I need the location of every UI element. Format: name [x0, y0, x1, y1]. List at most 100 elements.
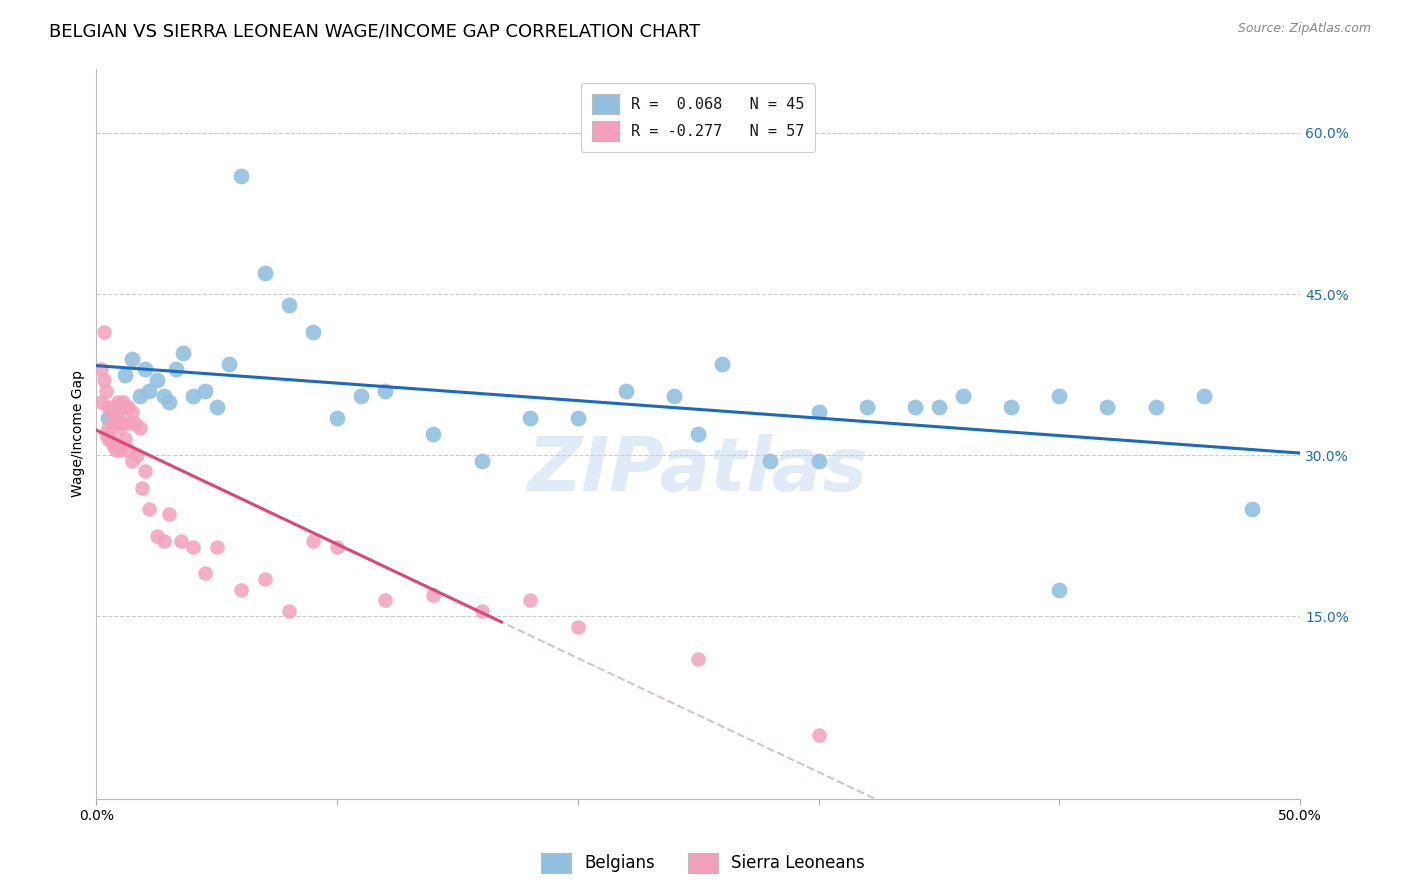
Point [688, 652, 710, 666]
Point [120, 416, 142, 430]
Point [229, 582, 252, 597]
Point [134, 464, 156, 478]
Text: BELGIAN VS SIERRA LEONEAN WAGE/INCOME GAP CORRELATION CHART: BELGIAN VS SIERRA LEONEAN WAGE/INCOME GA… [49, 22, 700, 40]
Point [114, 368, 136, 382]
Point [114, 400, 136, 414]
Point [165, 362, 187, 376]
Point [90, 362, 112, 376]
Point [100, 405, 122, 419]
Point [422, 588, 444, 602]
Point [229, 169, 252, 183]
Point [97, 400, 120, 414]
Point [152, 534, 174, 549]
Point [117, 442, 139, 457]
Point [1000, 400, 1022, 414]
Point [90, 394, 112, 409]
Point [107, 410, 129, 425]
Point [253, 266, 276, 280]
Text: ZIPatlas: ZIPatlas [529, 434, 869, 507]
Point [157, 394, 180, 409]
Point [952, 389, 974, 403]
Point [904, 400, 927, 414]
Point [567, 620, 589, 634]
Text: Source: ZipAtlas.com: Source: ZipAtlas.com [1237, 22, 1371, 36]
Point [128, 421, 150, 435]
Point [614, 384, 637, 398]
Point [134, 362, 156, 376]
Point [103, 400, 125, 414]
Point [374, 593, 396, 607]
Point [172, 346, 194, 360]
Legend: Belgians, Sierra Leoneans: Belgians, Sierra Leoneans [534, 847, 872, 880]
Point [278, 604, 301, 618]
Point [205, 400, 228, 414]
Point [519, 410, 541, 425]
Point [104, 442, 127, 457]
Point [157, 508, 180, 522]
Point [93, 373, 115, 387]
Legend: R =  0.068   N = 45, R = -0.277   N = 57: R = 0.068 N = 45, R = -0.277 N = 57 [581, 84, 815, 152]
Point [100, 432, 122, 446]
Point [181, 540, 204, 554]
Point [121, 453, 143, 467]
Point [152, 389, 174, 403]
Point [470, 453, 492, 467]
Point [117, 400, 139, 414]
Point [422, 426, 444, 441]
Point [128, 389, 150, 403]
Point [97, 421, 120, 435]
Point [145, 373, 167, 387]
Point [519, 593, 541, 607]
Point [1047, 389, 1070, 403]
Point [302, 325, 325, 339]
Point [205, 540, 228, 554]
Point [1144, 400, 1167, 414]
Point [807, 405, 830, 419]
Point [138, 384, 160, 398]
Point [194, 384, 217, 398]
Point [111, 416, 134, 430]
Point [218, 357, 240, 371]
Point [94, 426, 117, 441]
Point [302, 534, 325, 549]
Point [1047, 582, 1070, 597]
Point [107, 394, 129, 409]
Point [110, 421, 132, 435]
Point [110, 442, 132, 457]
Point [326, 410, 349, 425]
Point [114, 432, 136, 446]
Point [131, 481, 153, 495]
Point [104, 400, 127, 414]
Point [1192, 389, 1215, 403]
Point [103, 416, 125, 430]
Point [350, 389, 373, 403]
Point [688, 426, 710, 441]
Point [1240, 502, 1263, 516]
Point [1097, 400, 1119, 414]
Point [662, 389, 685, 403]
Point [111, 394, 134, 409]
Point [107, 437, 129, 451]
Point [928, 400, 950, 414]
Point [326, 540, 349, 554]
Point [97, 432, 120, 446]
Point [169, 534, 191, 549]
Point [94, 384, 117, 398]
Point [567, 410, 589, 425]
Point [103, 437, 125, 451]
Point [97, 410, 120, 425]
Point [807, 728, 830, 742]
Point [470, 604, 492, 618]
Point [93, 325, 115, 339]
Point [124, 416, 146, 430]
Point [759, 453, 782, 467]
Point [104, 405, 127, 419]
Point [711, 357, 734, 371]
Point [807, 453, 830, 467]
Point [194, 566, 217, 581]
Point [253, 572, 276, 586]
Point [374, 384, 396, 398]
Point [138, 502, 160, 516]
Point [855, 400, 877, 414]
Y-axis label: Wage/Income Gap: Wage/Income Gap [72, 370, 86, 498]
